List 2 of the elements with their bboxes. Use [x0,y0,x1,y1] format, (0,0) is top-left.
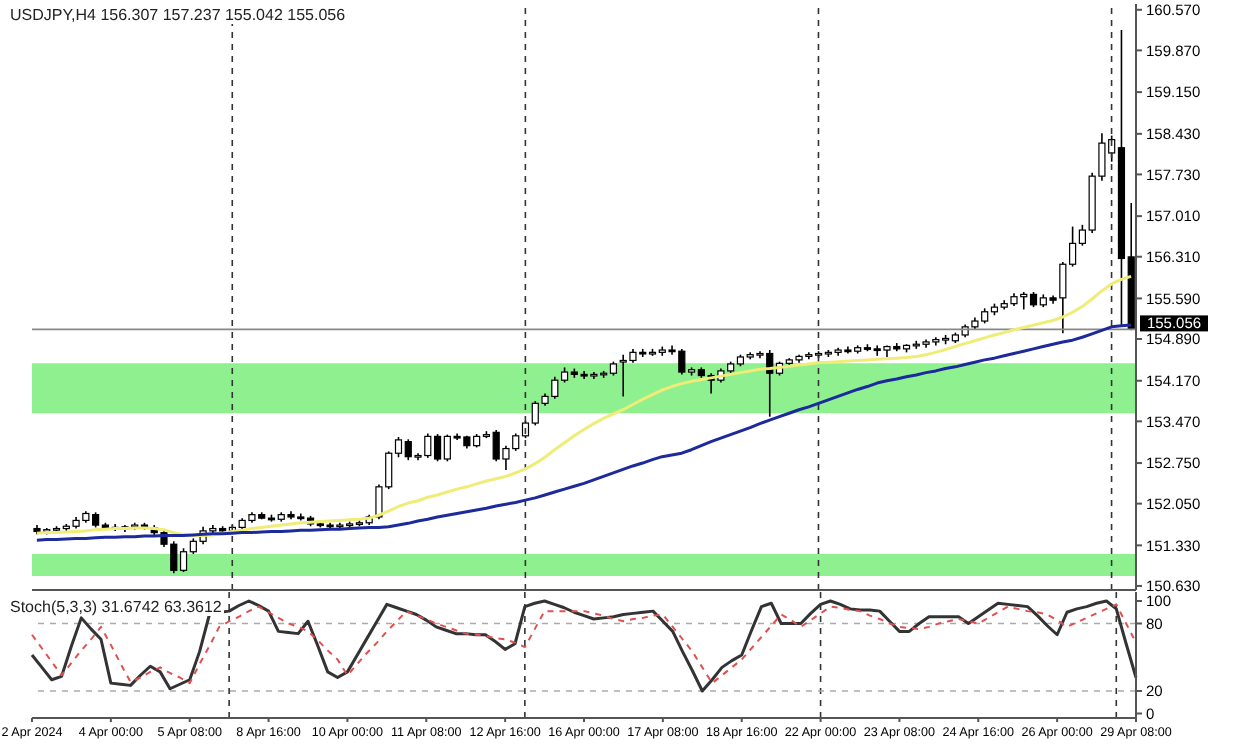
chart-title: USDJPY,H4 156.307 157.237 155.042 155.056 [8,6,348,24]
chart-title: Stoch(5,3,3) 31.6742 63.3612 [8,598,224,616]
